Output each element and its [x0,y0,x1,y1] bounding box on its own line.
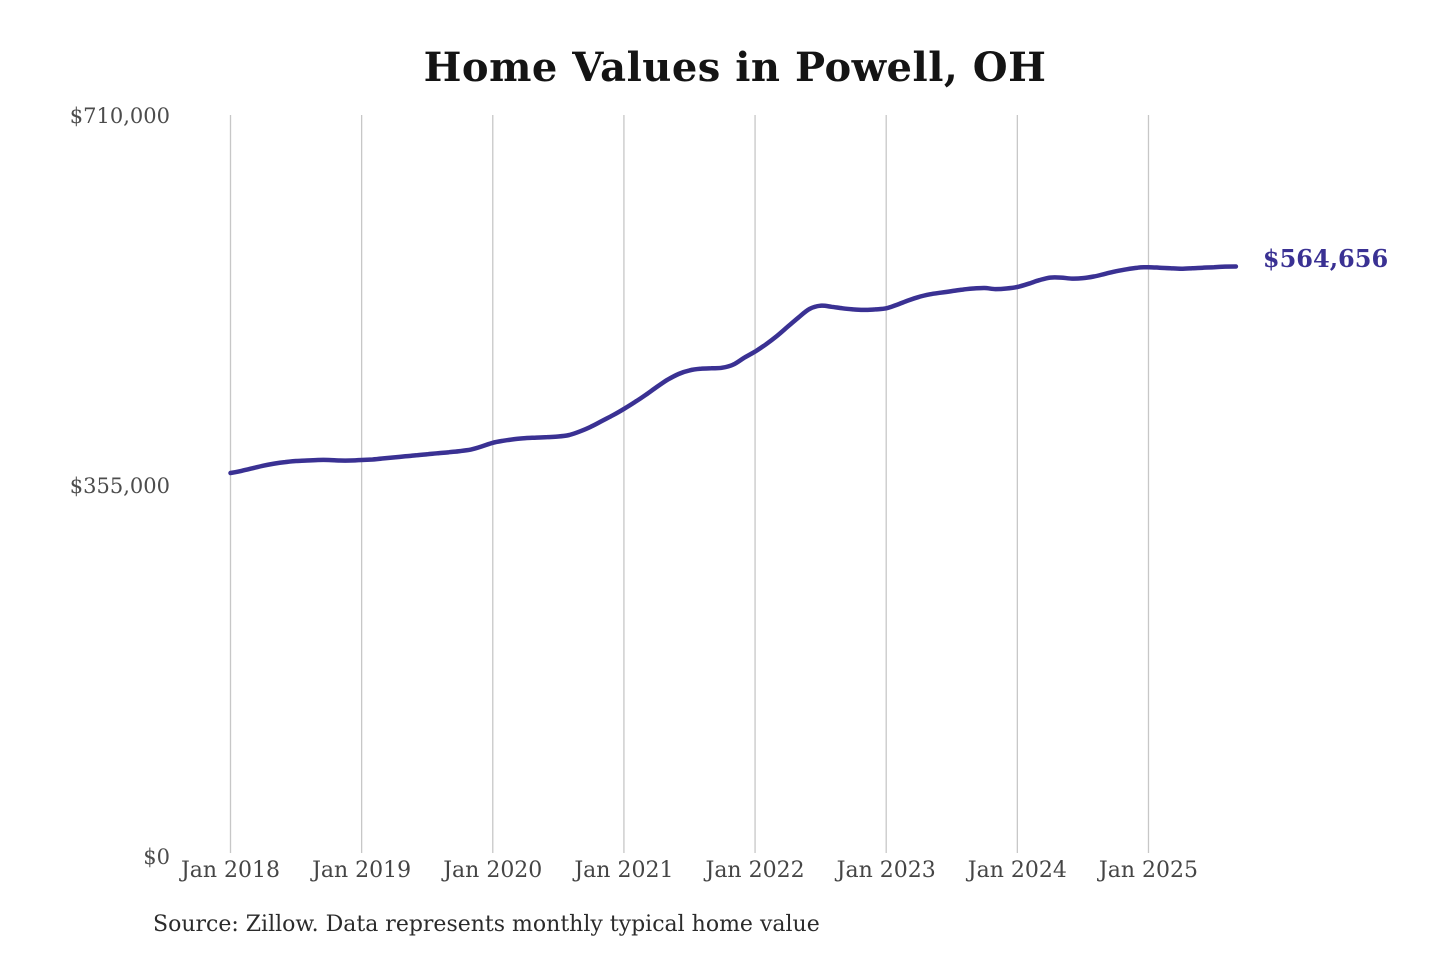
y-axis-tick-label-top: $710,000 [69,104,170,128]
x-axis-tick-label: Jan 2024 [967,858,1067,883]
y-axis-tick-label-zero: $0 [143,845,170,869]
home-value-line [228,264,1239,476]
y-axis-tick-label-mid: $355,000 [69,474,170,498]
x-axis-tick-label: Jan 2019 [312,858,412,883]
x-axis-tick-label: Jan 2021 [574,858,674,883]
x-axis-tick-label: Jan 2022 [705,858,805,883]
x-axis-tick-label: Jan 2018 [180,858,281,883]
source-note: Source: Zillow. Data represents monthly … [153,912,820,937]
x-axis-tick-label: Jan 2023 [836,858,936,883]
chart-title: Home Values in Powell, OH [423,44,1047,91]
latest-value-label: $564,656 [1262,244,1389,274]
x-axis-tick-label: Jan 2025 [1098,858,1199,883]
x-axis-tick-label: Jan 2020 [443,858,543,883]
